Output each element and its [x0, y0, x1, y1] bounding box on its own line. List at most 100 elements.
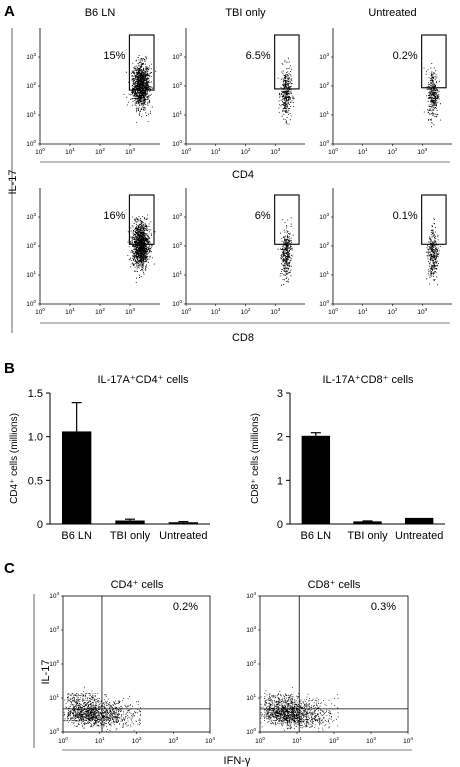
x-tick-label: 104: [403, 736, 413, 745]
x-tick-label: 101: [211, 147, 221, 156]
x-tick-label-exponent: 2: [395, 307, 398, 312]
x-tick-label-exponent: 2: [248, 307, 251, 312]
x-tick-label-base: 10: [125, 309, 133, 316]
event-dots: [425, 217, 441, 286]
event-dots: [277, 217, 294, 286]
y-tick-label-exponent: 3: [326, 52, 329, 57]
x-tick-label-base: 10: [241, 149, 249, 156]
x-tick-label-exponent: 3: [278, 147, 281, 152]
y-tick-label-exponent: 1: [179, 110, 182, 115]
plot-title: CD4⁺ cells: [111, 579, 164, 591]
x-tick-label-exponent: 1: [299, 736, 302, 741]
panel-letter-c: C: [4, 560, 15, 577]
gate-box[interactable]: [421, 34, 447, 89]
y-tick-label-exponent: 4: [56, 591, 59, 596]
x-tick-label: 100: [35, 147, 45, 156]
y-tick-label: 100: [319, 139, 329, 148]
y-tick-label-exponent: 3: [253, 625, 256, 630]
x-tick-label: 101: [211, 307, 221, 316]
quadrant-percentage: 0.2%: [173, 601, 198, 613]
x-tick-label-base: 10: [65, 149, 73, 156]
y-tick-label-exponent: 2: [33, 241, 36, 246]
x-tick-label: 102: [241, 307, 251, 316]
x-tick-label-base: 10: [403, 738, 411, 745]
x-tick-label-base: 10: [328, 309, 336, 316]
x-tick-label: 100: [181, 307, 191, 316]
y-tick-label-base: 10: [172, 141, 180, 148]
y-tick-label: 101: [26, 110, 36, 119]
bar-2[interactable]: [353, 521, 382, 524]
y-tick-label: 103: [246, 625, 256, 634]
gate-box[interactable]: [128, 34, 155, 91]
y-tick-label-base: 10: [49, 661, 57, 668]
y-tick-label: 100: [26, 139, 36, 148]
x-tick-label-base: 10: [292, 738, 300, 745]
y-tick-label-exponent: 1: [253, 693, 256, 698]
panel-c-ylabel: IL-17: [40, 659, 52, 684]
y-tick-label-base: 10: [172, 301, 180, 308]
y-tick-label-base: 10: [172, 112, 180, 119]
bar-2[interactable]: [115, 520, 145, 524]
x-tick-label-exponent: 1: [218, 307, 221, 312]
x-tick-label-exponent: 4: [212, 736, 215, 741]
bar-3[interactable]: [404, 517, 434, 524]
bar-3[interactable]: [168, 522, 198, 524]
x-tick-label-base: 10: [168, 738, 176, 745]
x-tick-label: 102: [95, 147, 105, 156]
x-tick-label: 103: [125, 307, 135, 316]
x-tick-label-exponent: 2: [336, 736, 339, 741]
y-tick-label-base: 10: [246, 661, 254, 668]
x-tick-label-exponent: 2: [102, 147, 105, 152]
x-tick-label-exponent: 0: [262, 736, 265, 741]
x-tick-label: 101: [358, 307, 368, 316]
quadrant-plot-2: CD8⁺ cells100100101101102102103103104104…: [246, 579, 413, 745]
panel-c-xlabel: IFN-γ: [224, 755, 251, 767]
y-tick-label: 103: [49, 625, 59, 634]
y-tick-label-exponent: 2: [253, 659, 256, 664]
x-tick-label: 103: [270, 147, 280, 156]
x-tick-label-exponent: 3: [278, 307, 281, 312]
y-tick-label-exponent: 3: [56, 625, 59, 630]
x-tick-label-base: 10: [181, 309, 189, 316]
y-tick-label: 1.5: [28, 388, 43, 400]
y-tick-label-base: 10: [319, 112, 327, 119]
x-tick-label-exponent: 2: [248, 147, 251, 152]
x-tick-label-exponent: 0: [65, 736, 68, 741]
y-tick-label-exponent: 2: [179, 81, 182, 86]
gate-percentage: 0.1%: [393, 210, 418, 222]
x-tick-label: 100: [58, 736, 68, 745]
y-tick-label: 102: [49, 659, 59, 668]
y-tick-label-exponent: 1: [326, 110, 329, 115]
y-tick-label: 0: [37, 519, 43, 531]
x-tick-label-base: 10: [132, 738, 140, 745]
gate-box[interactable]: [274, 194, 300, 245]
category-label: TBI only: [110, 530, 151, 542]
x-tick-label-base: 10: [65, 309, 73, 316]
plot-title: CD8⁺ cells: [308, 579, 361, 591]
x-tick-label-base: 10: [417, 309, 425, 316]
x-tick-label-base: 10: [358, 149, 366, 156]
y-tick-label: 101: [26, 270, 36, 279]
gate-percentage: 0.2%: [393, 50, 418, 62]
gate-box[interactable]: [274, 34, 300, 90]
bar-1[interactable]: [62, 431, 92, 524]
y-tick-label-exponent: 0: [326, 139, 329, 144]
x-tick-label: 101: [292, 736, 302, 745]
x-tick-label-exponent: 1: [102, 736, 105, 741]
y-tick-label-exponent: 0: [33, 139, 36, 144]
x-tick-label-exponent: 0: [188, 147, 191, 152]
x-tick-label-exponent: 3: [132, 147, 135, 152]
quadrant-percentage: 0.3%: [371, 601, 396, 613]
gate-box[interactable]: [421, 194, 447, 245]
x-tick-label: 100: [181, 147, 191, 156]
x-tick-label-base: 10: [241, 309, 249, 316]
x-tick-label-base: 10: [328, 149, 336, 156]
y-tick-label-base: 10: [246, 593, 254, 600]
y-tick-label-base: 10: [49, 593, 57, 600]
x-tick-label-exponent: 3: [425, 307, 428, 312]
x-tick-label-exponent: 3: [373, 736, 376, 741]
y-tick-label-exponent: 3: [179, 52, 182, 57]
bar-1[interactable]: [301, 435, 331, 524]
gate-box[interactable]: [128, 194, 155, 245]
panel-letter-b: B: [4, 360, 15, 377]
